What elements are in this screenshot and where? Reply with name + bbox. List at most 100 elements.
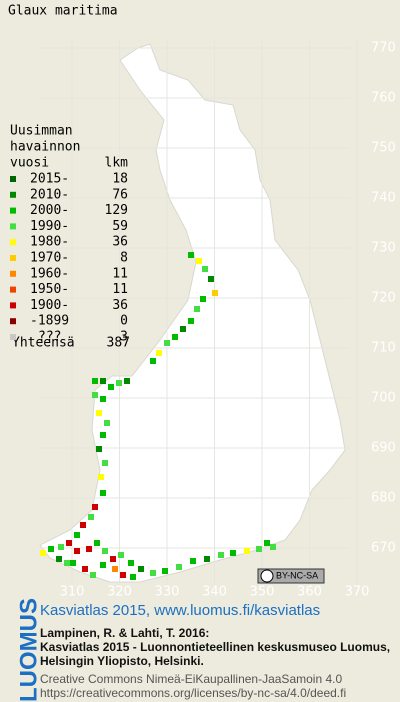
occurrence-square (138, 566, 144, 572)
cc-icon (260, 569, 274, 583)
occurrence-square (208, 276, 214, 282)
legend-total-label: Yhteensä (12, 336, 75, 351)
occurrence-square (90, 572, 96, 578)
occurrence-square (102, 460, 108, 466)
y-label: 690 (371, 441, 396, 456)
occurrence-square (256, 546, 262, 552)
occurrence-square (156, 350, 162, 356)
legend: Uusimman havainnon vuosi lkm Yhteensä 38… (10, 124, 130, 351)
license-url[interactable]: https://creativecommons.org/licenses/by-… (40, 686, 346, 700)
legend-label: 1900- (30, 298, 69, 313)
y-label: 730 (371, 241, 396, 256)
occurrence-square (188, 318, 194, 324)
occurrence-square (92, 504, 98, 510)
legend-label: 1960- (30, 266, 69, 281)
y-label: 710 (371, 341, 396, 356)
occurrence-square (110, 556, 116, 562)
legend-heading: havainnon (10, 140, 80, 155)
legend-swatch (10, 302, 16, 309)
occurrence-square (92, 392, 98, 398)
occurrence-square (164, 340, 170, 346)
y-label: 720 (371, 291, 396, 306)
occurrence-square (218, 552, 224, 558)
legend-swatch (10, 286, 16, 293)
legend-label: 1950- (30, 282, 69, 297)
occurrence-square (102, 548, 108, 554)
occurrence-square (190, 558, 196, 564)
occurrence-square (150, 570, 156, 576)
legend-label: 2000- (30, 203, 69, 218)
legend-count: 76 (112, 187, 128, 202)
occurrence-square (120, 572, 126, 578)
occurrence-square (172, 334, 178, 340)
occurrence-square (264, 540, 270, 546)
x-label: 350 (250, 585, 275, 600)
legend-count: 8 (120, 251, 128, 266)
occurrence-square (104, 420, 110, 426)
logo: LUOMUS (15, 598, 42, 702)
citation: Kasviatlas 2015 - Luonnontieteellinen ke… (40, 640, 390, 654)
occurrence-square (74, 548, 80, 554)
x-label: 340 (202, 585, 227, 600)
legend-count: 3 (120, 330, 128, 345)
legend-swatch (10, 191, 16, 198)
occurrence-square (212, 290, 218, 296)
x-label: 310 (60, 585, 85, 600)
y-label: 750 (371, 141, 396, 156)
legend-swatch (10, 239, 16, 246)
citation: Helsingin Yliopisto, Helsinki. (40, 654, 204, 668)
legend-label: 2015- (30, 172, 69, 187)
occurrence-square (202, 266, 208, 272)
occurrence-square (98, 474, 104, 480)
occurrence-square (112, 566, 118, 572)
badge-text: BY-NC-SA (276, 570, 318, 580)
legend-label: 1990- (30, 219, 69, 234)
legend-heading: Uusimman (10, 124, 73, 139)
occurrence-square (64, 560, 70, 566)
species-title: Glaux maritima (8, 4, 118, 19)
legend-heading: vuosi (10, 156, 49, 171)
occurrence-square (230, 550, 236, 556)
occurrence-square (270, 544, 276, 550)
legend-count: 59 (112, 219, 128, 234)
occurrence-square (96, 446, 102, 452)
legend-label: 2010- (30, 187, 69, 202)
legend-swatch (10, 334, 16, 340)
occurrence-square (128, 560, 134, 566)
x-label: 330 (155, 585, 180, 600)
occurrence-square (180, 326, 186, 332)
occurrence-square (108, 384, 114, 390)
y-label: 740 (371, 191, 396, 206)
occurrence-square (100, 378, 106, 384)
occurrence-square (100, 490, 106, 496)
occurrence-square (150, 358, 156, 364)
occurrence-square (70, 560, 76, 566)
x-label: 370 (345, 585, 370, 600)
occurrence-square (130, 574, 136, 580)
occurrence-square (56, 556, 62, 562)
badge-box (257, 568, 325, 584)
occurrence-square (66, 540, 72, 546)
occurrence-square (244, 548, 250, 554)
occurrence-square (94, 540, 100, 546)
legend-label: 1980- (30, 235, 69, 250)
occurrence-square (100, 562, 106, 568)
link[interactable]: Kasviatlas 2015, www.luomus.fi/kasviatla… (40, 602, 320, 619)
occurrence-square (188, 252, 194, 258)
occurrence-square (124, 378, 130, 384)
legend-swatch (10, 207, 16, 214)
license: Creative Commons Nimeä-EiKaupallinen-Jaa… (40, 672, 342, 686)
legend-swatch (10, 255, 16, 261)
x-label: 360 (297, 585, 322, 600)
legend-count: 18 (112, 172, 128, 187)
legend-count: 129 (105, 203, 128, 218)
occurrence-square (74, 532, 80, 538)
legend-label: -1899 (30, 314, 69, 329)
legend-label: 1970- (30, 251, 69, 266)
occurrence-square (204, 556, 210, 562)
license-badge: BY-NC-SA (257, 568, 325, 584)
occurrence-square (200, 296, 206, 302)
legend-count: 11 (112, 266, 128, 281)
occurrence-square (162, 568, 168, 574)
